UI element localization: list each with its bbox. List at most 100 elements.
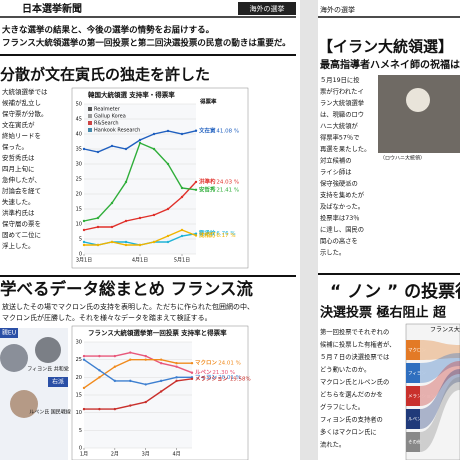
point [152, 132, 156, 136]
point [175, 379, 178, 383]
tag-label: 親EU [2, 329, 16, 337]
flow-block [406, 432, 420, 452]
point [166, 207, 170, 211]
photo [0, 344, 28, 372]
point [82, 243, 86, 247]
headline: “ ノン ” の投票行 [330, 281, 460, 302]
result-label: 24.03 % [216, 179, 239, 185]
point [82, 354, 86, 358]
y-tick-label: 5 [79, 237, 82, 243]
point [152, 213, 156, 217]
x-tick-label: 3月 [142, 452, 150, 458]
y-tick-label: 15 [76, 393, 82, 399]
y-tick-label: 45 [76, 117, 82, 123]
point [159, 358, 163, 361]
body-text: 急伸したが、 [2, 175, 41, 184]
point [180, 186, 184, 190]
legend-swatch [88, 121, 92, 125]
legend-swatch [88, 114, 92, 118]
result-label: 21.41 % [216, 187, 239, 193]
y-tick-label: 15 [76, 207, 82, 213]
body-text: ５月19日に投 [320, 75, 360, 84]
series-line [83, 359, 192, 389]
y-tick-label: 35 [76, 147, 82, 153]
point [180, 195, 184, 199]
body-text: 保守票が分散。 [2, 109, 48, 118]
body-text: どう動いたのか。 [320, 365, 370, 374]
point [98, 354, 101, 358]
point [190, 371, 194, 374]
legend-swatch [88, 128, 92, 132]
flow-block [406, 363, 420, 383]
point [180, 132, 184, 136]
series-name: ルペン [195, 369, 212, 376]
body-text: ハニ大統領が [320, 121, 358, 130]
photo-caption: フィヨン氏 共和党 [27, 366, 69, 373]
point [124, 147, 128, 151]
point [166, 162, 170, 166]
series-line [83, 359, 192, 386]
lede: 放送したその場でマクロン氏の支持を表明した。ただちに作られた包囲網の中、 [2, 302, 254, 311]
flow-band [420, 369, 460, 429]
flow-block [406, 386, 420, 406]
point [110, 240, 114, 244]
point [113, 365, 117, 368]
point [138, 138, 142, 142]
body-text: 固めて二位に [2, 230, 41, 239]
body-text: ５月７日の決選投票では [320, 352, 389, 361]
series-name: 洪準杓 [199, 177, 216, 185]
body-text: 文在寅氏が [2, 120, 35, 129]
body-text: 候補が乱立し [2, 98, 41, 107]
point [144, 383, 147, 386]
point [159, 390, 163, 393]
y-tick-label: 30 [76, 340, 82, 346]
point [110, 225, 114, 229]
flow-label: ルペン [408, 417, 422, 423]
photo [35, 337, 61, 363]
result-label: 19.58% [230, 376, 251, 382]
point [96, 150, 100, 154]
body-text: 安哲秀氏は [2, 153, 35, 162]
series-name: 沈相訂 [199, 231, 216, 239]
point [82, 358, 86, 361]
body-text: グラフにした。 [320, 402, 364, 411]
point [110, 201, 114, 205]
photo [10, 390, 38, 418]
body-text: 票が行われたイ [320, 87, 364, 96]
y-tick-label: 5 [79, 428, 82, 434]
point [113, 379, 117, 383]
body-text: 保った。 [2, 142, 28, 151]
section-box [238, 2, 296, 15]
photo [378, 75, 460, 153]
subhead: 決選投票 極右阻止 超 [320, 305, 447, 321]
y-tick-label: 0 [79, 446, 82, 452]
body-text: 流れた。 [320, 440, 345, 449]
legend-label: R&Search [94, 121, 119, 127]
flow-label: メランション [408, 394, 435, 400]
y-tick-label: 20 [76, 375, 82, 381]
series-name: 劉承旼 [199, 229, 216, 237]
point [144, 400, 147, 404]
body-text: に達し、国民の [320, 225, 364, 234]
result-label: 24.01 % [218, 361, 241, 367]
flow-label: フィヨン [408, 371, 426, 377]
point [175, 376, 178, 379]
headline: 【イラン大統領選】 [318, 38, 453, 56]
flow-band [420, 353, 460, 383]
point [96, 243, 100, 247]
series-name: フィヨン [195, 374, 217, 381]
point [138, 141, 142, 145]
y-tick-label: 40 [76, 132, 82, 138]
photo-caption: ルペン氏 国民戦線 [29, 409, 71, 416]
flow-block [406, 409, 420, 429]
point [98, 407, 101, 411]
lede: フランス大統領選挙の第一回投票と第二回決選投票の民意の動きは重要だ。 [2, 38, 291, 49]
point [113, 407, 117, 411]
result-label: 6.17 % [216, 233, 235, 239]
chart-title: フランス大 [430, 326, 460, 334]
x-tick-label: 5月1日 [174, 258, 190, 264]
point [110, 144, 114, 148]
point [194, 180, 198, 184]
point [129, 379, 132, 383]
body-text: 関心の高さを [320, 236, 358, 245]
